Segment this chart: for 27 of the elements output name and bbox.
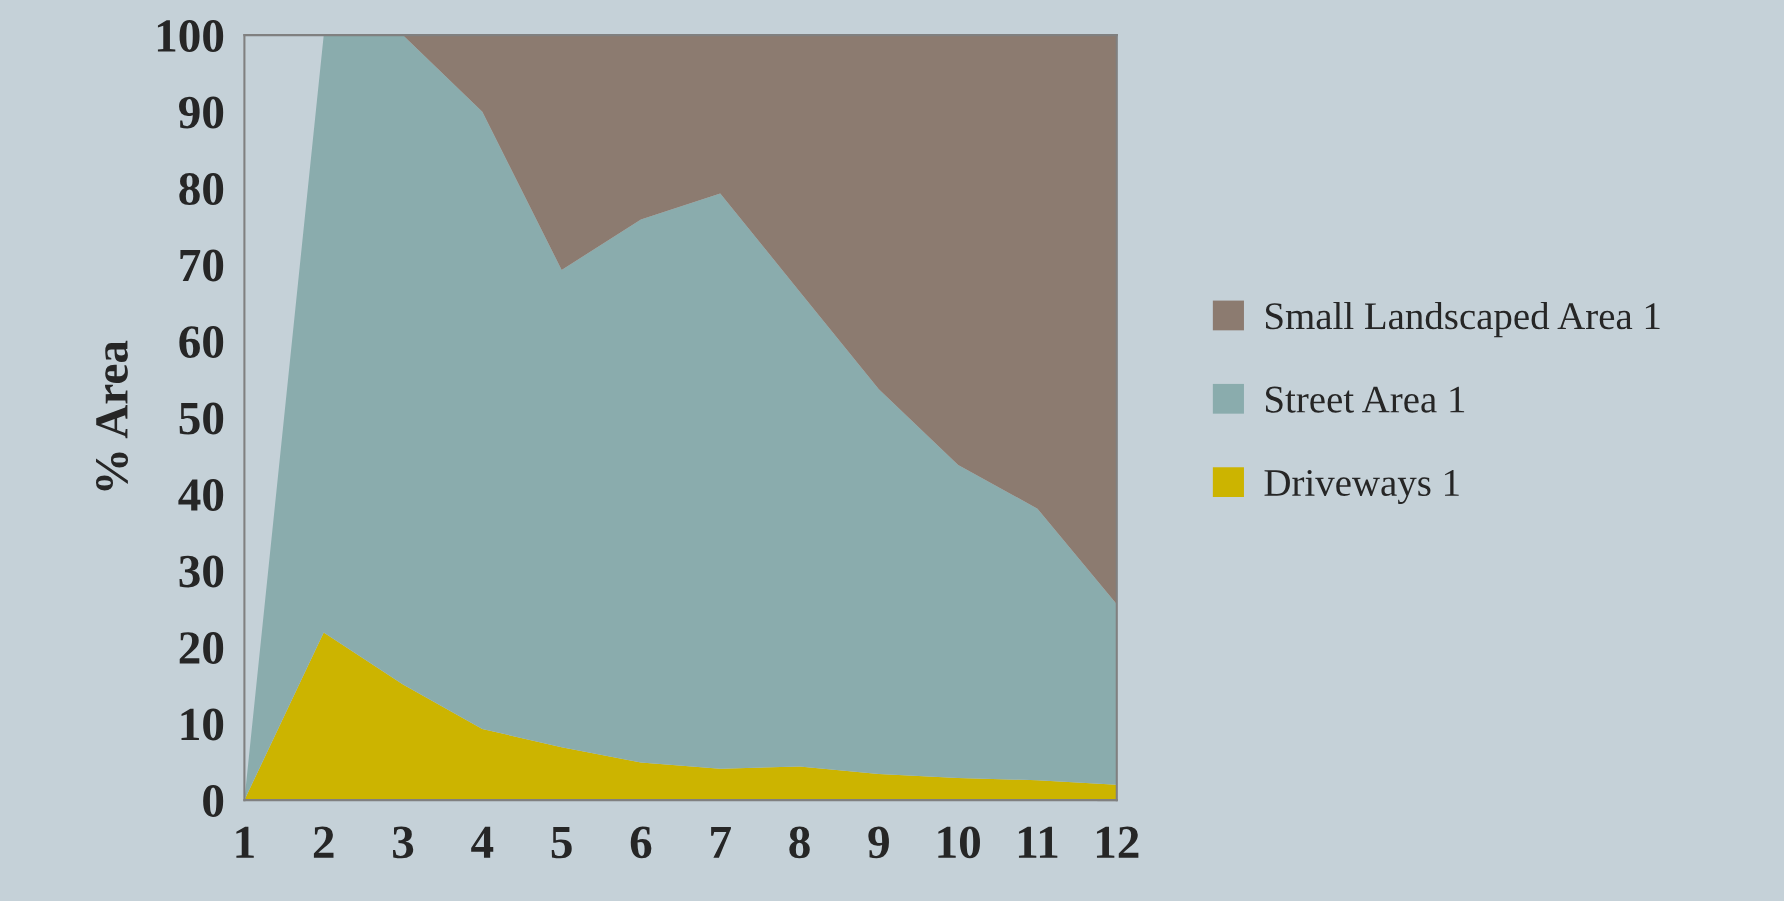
legend-label: Street Area 1 (1266, 386, 1465, 413)
x-tick-label: 4 (471, 826, 494, 858)
x-tick-label: 10 (938, 826, 980, 859)
x-tick-label: 5 (551, 826, 572, 859)
x-tick-label: 8 (789, 826, 810, 859)
y-tick-label: 50 (179, 402, 224, 435)
y-tick-label: 100 (157, 20, 224, 52)
x-tick-label: 9 (868, 826, 889, 859)
y-tick-label: 60 (179, 326, 224, 358)
legend-label: Driveways 1 (1264, 469, 1459, 505)
x-tick-label: 7 (711, 826, 731, 858)
x-tick-label: 12 (1096, 826, 1139, 858)
y-tick-label: 30 (179, 555, 224, 588)
y-tick-label: 80 (179, 173, 224, 205)
y-tick-label: 20 (179, 632, 224, 664)
y-tick-label: 90 (179, 96, 224, 129)
x-tick-label: 6 (630, 826, 652, 859)
y-tick-label: 70 (180, 249, 224, 282)
x-tick-label: 1 (236, 826, 254, 858)
x-tick-label: 2 (313, 826, 334, 858)
y-tick-label: 10 (181, 708, 224, 741)
legend-label: Small Landscaped Area 1 (1266, 301, 1660, 338)
x-tick-label: 11 (1018, 826, 1058, 858)
y-axis-title: % Area (96, 340, 129, 491)
y-tick-label: 0 (203, 785, 224, 817)
x-tick-label: 3 (392, 826, 414, 859)
y-tick-label: 40 (178, 479, 224, 511)
